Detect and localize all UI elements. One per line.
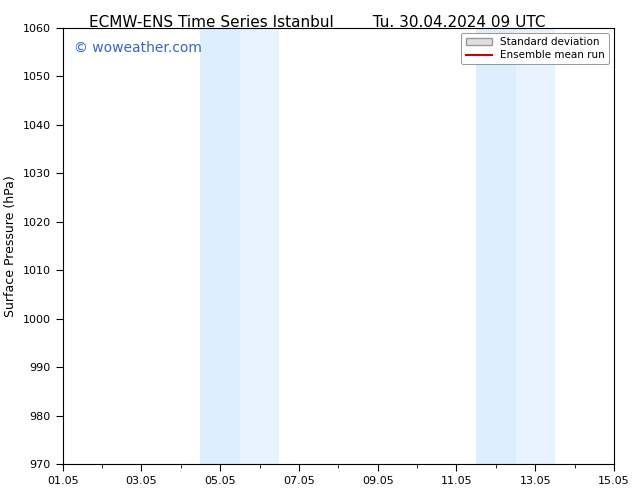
Bar — [200, 28, 240, 464]
Text: ECMW-ENS Time Series Istanbul        Tu. 30.04.2024 09 UTC: ECMW-ENS Time Series Istanbul Tu. 30.04.… — [89, 15, 545, 30]
Legend: Standard deviation, Ensemble mean run: Standard deviation, Ensemble mean run — [462, 33, 609, 64]
Bar — [476, 28, 515, 464]
Bar — [515, 28, 555, 464]
Bar — [240, 28, 279, 464]
Text: © woweather.com: © woweather.com — [74, 41, 202, 55]
Y-axis label: Surface Pressure (hPa): Surface Pressure (hPa) — [4, 175, 17, 317]
